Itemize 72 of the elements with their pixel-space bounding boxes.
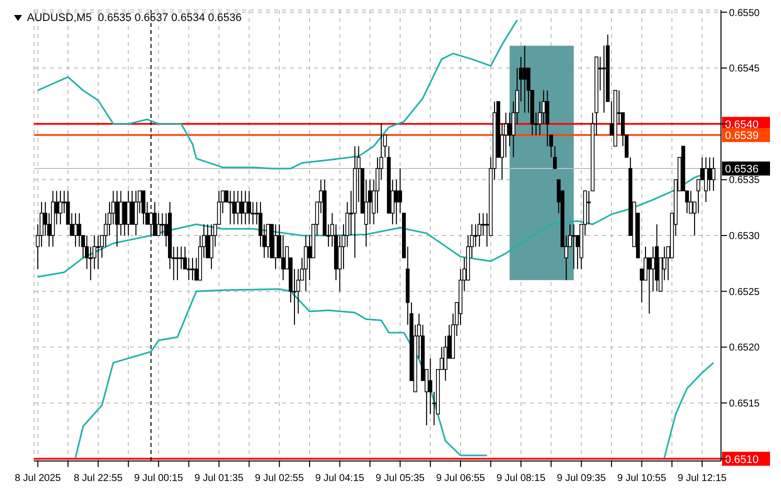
candlestick bbox=[77, 212, 82, 248]
y-tick-label: 0.6525 bbox=[729, 286, 760, 298]
candlestick bbox=[572, 224, 576, 270]
candlestick bbox=[240, 190, 244, 225]
candlestick bbox=[602, 45, 606, 114]
candlestick bbox=[394, 179, 398, 225]
candlestick bbox=[160, 212, 164, 236]
candlestick bbox=[478, 212, 482, 248]
x-tick-label: 9 Jul 08:15 bbox=[496, 473, 546, 484]
x-tick-label: 9 Jul 00:15 bbox=[134, 473, 184, 484]
candlestick bbox=[688, 190, 693, 214]
candlestick bbox=[281, 235, 286, 281]
candlestick bbox=[304, 235, 308, 292]
x-tick-label: 9 Jul 12:15 bbox=[678, 473, 728, 484]
candlestick bbox=[651, 246, 655, 292]
candlestick bbox=[398, 168, 402, 214]
candlestick bbox=[545, 90, 550, 147]
candlestick bbox=[247, 190, 252, 225]
candlestick bbox=[206, 224, 210, 258]
candlestick bbox=[74, 212, 78, 248]
x-tick-label: 9 Jul 04:15 bbox=[315, 473, 365, 484]
x-tick-label: 8 Jul 22:55 bbox=[74, 473, 124, 484]
candlestick bbox=[232, 190, 236, 225]
y-tick-label: 0.6530 bbox=[729, 231, 760, 242]
x-tick-label: 9 Jul 10:55 bbox=[617, 473, 667, 484]
y-tick-label: 0.6535 bbox=[729, 175, 760, 186]
candlestick bbox=[118, 190, 123, 236]
candlestick bbox=[142, 190, 146, 225]
candlestick bbox=[156, 212, 160, 236]
candlestick bbox=[130, 190, 134, 225]
x-tick-label: 8 Jul 2025 bbox=[14, 473, 62, 484]
candlestick bbox=[522, 45, 527, 114]
y-tick-label: 0.6550 bbox=[729, 8, 760, 19]
candlestick bbox=[126, 190, 130, 236]
candlestick bbox=[266, 224, 270, 258]
x-tick-label: 9 Jul 05:35 bbox=[376, 473, 426, 484]
y-tick-label: 0.6515 bbox=[729, 398, 760, 410]
candlestick bbox=[428, 358, 432, 415]
candlestick bbox=[179, 246, 184, 270]
candlestick bbox=[190, 257, 194, 281]
ref-line-label: 0.6540 bbox=[725, 118, 759, 131]
candlestick bbox=[58, 190, 62, 225]
x-tick-label: 9 Jul 09:35 bbox=[556, 473, 606, 484]
x-tick-label: 9 Jul 01:35 bbox=[194, 473, 244, 484]
candlestick bbox=[586, 190, 591, 225]
candlestick bbox=[176, 246, 180, 281]
candlestick bbox=[152, 202, 157, 236]
candlestick bbox=[647, 257, 652, 314]
ref-line-label: 0.6536 bbox=[725, 164, 759, 176]
candlestick bbox=[708, 156, 712, 192]
candlestick bbox=[210, 224, 214, 270]
y-tick-label: 0.6520 bbox=[729, 342, 760, 354]
candlestick bbox=[481, 212, 486, 236]
candlestick bbox=[704, 156, 708, 203]
candlestick bbox=[508, 112, 512, 147]
y-tick-label: 0.6545 bbox=[729, 64, 760, 75]
candlestick bbox=[274, 224, 278, 270]
x-tick-label: 9 Jul 06:55 bbox=[436, 473, 486, 484]
ref-line-label: 0.6539 bbox=[725, 130, 759, 142]
candlestick bbox=[228, 190, 232, 225]
candlestick bbox=[96, 235, 100, 270]
candlestick bbox=[712, 156, 716, 192]
candlestick bbox=[236, 190, 240, 225]
ref-line-label: 0.6510 bbox=[725, 454, 759, 466]
candlestick bbox=[122, 202, 126, 236]
candlestick bbox=[444, 335, 448, 382]
candlestick bbox=[115, 190, 119, 248]
x-tick-label: 9 Jul 02:55 bbox=[254, 473, 304, 484]
chart-title: AUDUSD,M5 0.6535 0.6537 0.6534 0.6536 bbox=[27, 12, 242, 24]
candlestick bbox=[243, 190, 248, 225]
candlestick bbox=[134, 190, 138, 236]
candlestick bbox=[186, 257, 191, 281]
